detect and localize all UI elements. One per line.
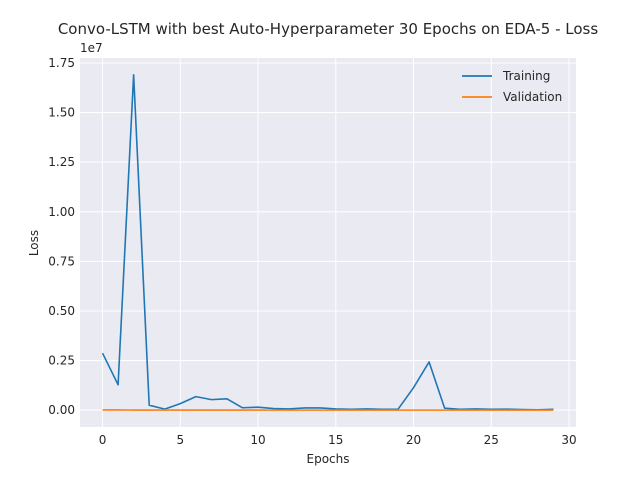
x-tick-labels: 0 5 10 15 20 25 30 [99,433,577,447]
y-tick-label: 0.00 [48,403,75,417]
y-axis-label: Loss [27,230,41,256]
x-tick-label: 10 [250,433,265,447]
y-tick-label: 0.50 [48,304,75,318]
y-tick-labels: 0.00 0.25 0.50 0.75 1.00 1.25 1.50 1.75 [48,56,75,417]
y-tick-label: 0.75 [48,254,75,268]
x-tick-label: 15 [328,433,343,447]
legend-label-training: Training [502,69,550,83]
y-tick-label: 1.50 [48,106,75,120]
series-line-training [101,74,554,411]
x-tick-label: 20 [406,433,421,447]
series-lines [101,74,554,411]
legend-label-validation: Validation [503,90,562,104]
chart-title: Convo-LSTM with best Auto-Hyperparameter… [58,20,599,38]
y-tick-label: 1.25 [48,155,75,169]
plot-area [80,58,576,427]
x-tick-label: 25 [484,433,499,447]
x-axis-label: Epochs [307,452,350,466]
x-tick-label: 30 [561,433,576,447]
x-tick-label: 5 [176,433,184,447]
grid-lines [80,58,576,427]
y-tick-label: 0.25 [48,354,75,368]
x-tick-label: 0 [99,433,107,447]
y-offset-label: 1e7 [80,41,103,55]
y-tick-label: 1.00 [48,205,75,219]
y-tick-label: 1.75 [48,56,75,70]
legend: Training Validation [462,69,562,104]
